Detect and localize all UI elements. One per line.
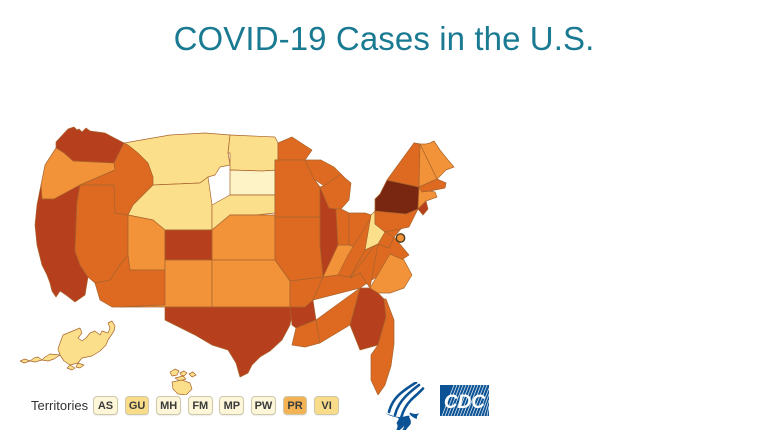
svg-text:CDC: CDC	[444, 392, 485, 413]
